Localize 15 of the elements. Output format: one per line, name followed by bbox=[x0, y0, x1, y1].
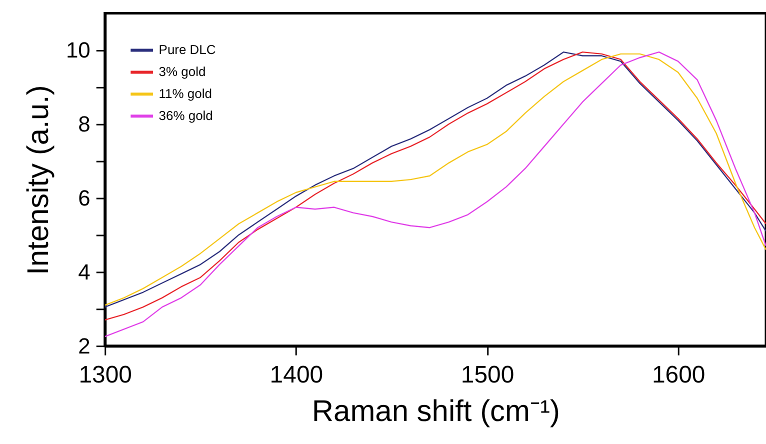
y-tick-label: 2 bbox=[78, 333, 90, 358]
y-axis-title: Intensity (a.u.) bbox=[22, 85, 55, 275]
y-tick-label: 10 bbox=[66, 38, 90, 63]
y-tick-label: 6 bbox=[78, 186, 90, 211]
x-tick-label: 1500 bbox=[460, 361, 514, 388]
legend-label: 11% gold bbox=[158, 86, 212, 102]
x-tick-label: 1300 bbox=[78, 361, 132, 388]
y-tick-label: 8 bbox=[78, 112, 90, 137]
x-tick-label: 1600 bbox=[652, 361, 706, 388]
legend-label: 3% gold bbox=[158, 64, 206, 80]
x-axis-title: Raman shift (cm⁻¹) bbox=[312, 395, 560, 428]
y-tick-label: 4 bbox=[78, 259, 90, 284]
legend-label: 36% gold bbox=[158, 108, 213, 124]
x-tick-label: 1400 bbox=[270, 361, 324, 388]
legend-label: Pure DLC bbox=[158, 42, 216, 58]
